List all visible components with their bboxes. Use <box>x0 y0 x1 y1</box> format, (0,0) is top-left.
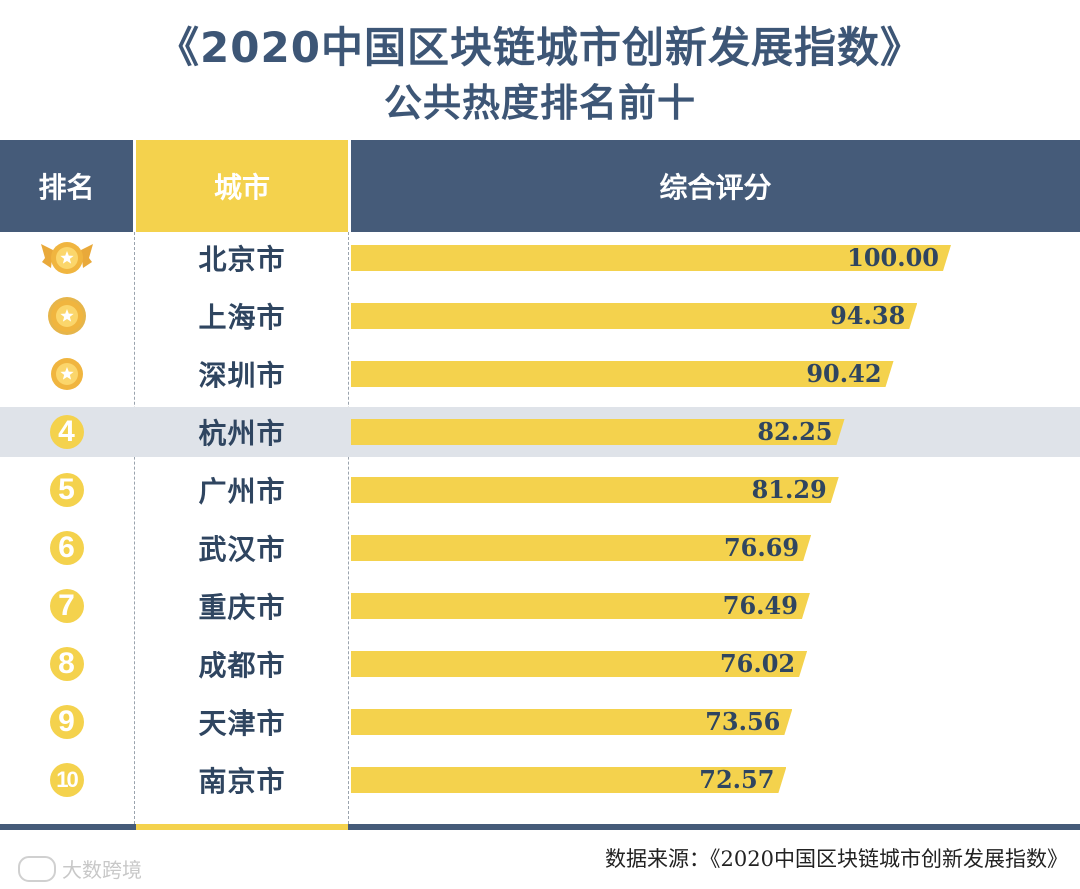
rank-number: 6 <box>49 531 84 565</box>
column-divider <box>134 232 135 824</box>
city-name: 南京市 <box>198 765 286 798</box>
city-name: 广州市 <box>198 475 286 508</box>
city-name: 上海市 <box>198 301 286 334</box>
rank-number: 7 <box>49 589 84 623</box>
rank-number: 9 <box>49 705 84 739</box>
rank-cell <box>0 233 133 283</box>
score-bar <box>351 303 917 329</box>
score-label: 81.29 <box>751 475 827 504</box>
chart-subtitle: 公共热度排名前十 <box>383 81 696 125</box>
score-bar <box>351 361 894 387</box>
table-row: 4 杭州市 82.25 <box>0 407 1080 457</box>
rank-number: 10 <box>49 763 84 797</box>
score-bar <box>351 245 951 271</box>
city-name: 成都市 <box>198 649 286 682</box>
gold-medal-wings-icon <box>39 238 95 278</box>
city-name: 杭州市 <box>198 417 286 450</box>
column-divider <box>348 232 349 824</box>
table-bottom-rule-accent <box>136 824 348 830</box>
table-row: 6 武汉市 76.69 <box>0 523 1080 573</box>
rank-cell: 7 <box>0 581 133 631</box>
score-label: 76.02 <box>719 649 796 678</box>
header-rank: 排名 <box>0 140 133 232</box>
score-bar <box>351 593 810 619</box>
rank-cell: 4 <box>0 407 133 457</box>
rank-number: 5 <box>49 473 84 507</box>
rank-cell: 8 <box>0 639 133 689</box>
gold-medal-laurel-icon <box>47 296 87 336</box>
rank-cell <box>0 349 133 399</box>
rank-cell: 10 <box>0 755 133 805</box>
score-bar <box>351 477 839 503</box>
city-name: 天津市 <box>198 707 286 740</box>
source-note: 数据来源：《2020中国区块链城市创新发展指数》 <box>605 847 1068 871</box>
rank-number: 4 <box>49 415 84 449</box>
rank-cell <box>0 291 133 341</box>
table-row: 9 天津市 73.56 <box>0 697 1080 747</box>
score-bar <box>351 709 792 735</box>
score-label: 100.00 <box>847 243 939 272</box>
score-label: 82.25 <box>757 417 833 446</box>
table-row: 北京市 100.00 <box>0 233 1080 283</box>
rank-cell: 5 <box>0 465 133 515</box>
score-bar <box>351 419 845 445</box>
city-name: 重庆市 <box>198 591 286 624</box>
table-bottom-rule <box>0 824 1080 830</box>
score-label: 94.38 <box>830 301 906 330</box>
watermark-logo-icon <box>18 855 56 882</box>
rank-cell: 9 <box>0 697 133 747</box>
watermark-text: 大数跨境 <box>62 858 142 882</box>
score-label: 73.56 <box>705 707 781 736</box>
city-name: 武汉市 <box>198 533 286 566</box>
city-name: 北京市 <box>198 243 286 276</box>
score-label: 90.42 <box>806 359 882 388</box>
rank-cell: 6 <box>0 523 133 573</box>
table-row: 5 广州市 81.29 <box>0 465 1080 515</box>
score-bar <box>351 651 807 677</box>
score-bar <box>351 535 811 561</box>
table-row: 8 成都市 76.02 <box>0 639 1080 689</box>
score-label: 76.49 <box>722 591 798 620</box>
ranking-table: 排名 城市 综合评分 北京市 100.00 上海市 94.38 深圳市 90.42 4 杭州市… <box>0 140 1080 830</box>
gold-medal-icon <box>47 354 87 394</box>
table-row: 10 南京市 72.57 <box>0 755 1080 805</box>
score-bar <box>351 767 786 793</box>
watermark: 大数跨境 <box>18 854 142 883</box>
chart-title: 《2020中国区块链城市创新发展指数》 <box>157 23 923 72</box>
score-label: 72.57 <box>699 765 775 794</box>
city-name: 深圳市 <box>198 359 286 392</box>
score-label: 76.69 <box>723 533 800 562</box>
header-city: 城市 <box>136 140 348 232</box>
header-score: 综合评分 <box>351 140 1080 232</box>
table-row: 深圳市 90.42 <box>0 349 1080 399</box>
table-row: 上海市 94.38 <box>0 291 1080 341</box>
rank-number: 8 <box>49 647 84 681</box>
table-row: 7 重庆市 76.49 <box>0 581 1080 631</box>
